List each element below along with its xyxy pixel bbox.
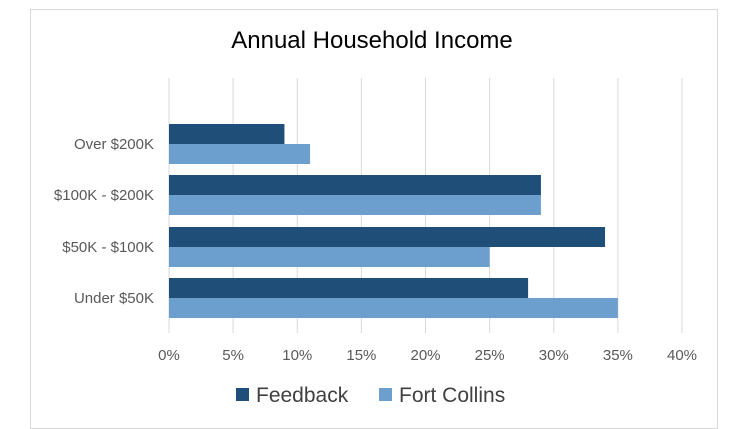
x-tick-label: 5%	[222, 347, 244, 364]
x-tick-label: 15%	[346, 347, 376, 364]
bar-feedback	[169, 227, 606, 247]
legend: Feedback Fort Collins	[236, 384, 505, 407]
bar-fort-collins	[169, 195, 541, 215]
x-tick-label: 25%	[475, 347, 505, 364]
bar-fort-collins	[169, 298, 618, 318]
legend-label: Feedback	[256, 384, 349, 407]
x-tick-label: 20%	[410, 347, 440, 364]
x-tick-label: 0%	[158, 347, 180, 364]
bar-feedback	[169, 124, 285, 144]
x-tick-label: 30%	[539, 347, 569, 364]
chart-title: Annual Household Income	[231, 27, 513, 54]
x-tick-label: 35%	[603, 347, 633, 364]
bar-fort-collins	[169, 144, 311, 164]
category-labels: Over $200K $100K - $200K $50K - $100K Under…	[54, 136, 154, 307]
x-axis-tick-labels: 0% 5% 10% 15% 20% 25% 30% 35% 40%	[158, 347, 697, 364]
bars	[169, 124, 618, 318]
bar-feedback	[169, 278, 529, 298]
bar-fort-collins	[169, 247, 490, 267]
chart-frame	[30, 9, 718, 429]
x-tick-label: 40%	[667, 347, 697, 364]
category-label: $50K - $100K	[62, 239, 154, 256]
category-label: Over $200K	[74, 136, 154, 153]
x-tick-label: 10%	[282, 347, 312, 364]
legend-label: Fort Collins	[399, 384, 505, 407]
category-label: Under $50K	[74, 290, 154, 307]
category-label: $100K - $200K	[54, 187, 154, 204]
bar-feedback	[169, 175, 541, 195]
legend-swatch	[236, 388, 249, 401]
legend-swatch	[379, 388, 392, 401]
